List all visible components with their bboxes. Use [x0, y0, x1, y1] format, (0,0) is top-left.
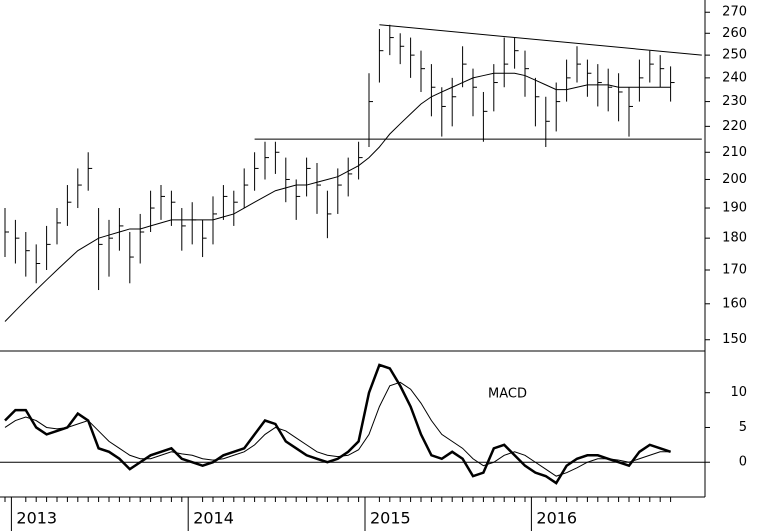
- y-tick-label: 220: [722, 119, 747, 134]
- y-tick-label: 10: [730, 385, 747, 400]
- y-tick-label: 0: [739, 455, 747, 470]
- macd-line: [4, 381, 671, 477]
- y-tick-label: 190: [722, 201, 747, 216]
- x-tick-label: 2013: [16, 509, 57, 528]
- trend-line: [379, 24, 702, 56]
- macd-line: [4, 363, 671, 485]
- y-tick-label: 150: [722, 332, 747, 347]
- y-tick-label: 5: [739, 420, 747, 435]
- x-tick-label: 2015: [370, 509, 411, 528]
- y-tick-label: 210: [722, 145, 747, 160]
- y-tick-label: 160: [722, 296, 747, 311]
- y-tick-label: 230: [722, 94, 747, 109]
- y-tick-label: 200: [722, 172, 747, 187]
- y-tick-label: 240: [722, 70, 747, 85]
- macd-label: MACD: [488, 387, 527, 402]
- y-tick-label: 270: [722, 5, 747, 20]
- moving-average: [4, 72, 671, 322]
- y-tick-label: 260: [722, 26, 747, 41]
- y-tick-label: 180: [722, 231, 747, 246]
- y-tick-label: 250: [722, 48, 747, 63]
- x-tick-label: 2016: [536, 509, 577, 528]
- x-tick-label: 2014: [193, 509, 234, 528]
- y-tick-label: 170: [722, 263, 747, 278]
